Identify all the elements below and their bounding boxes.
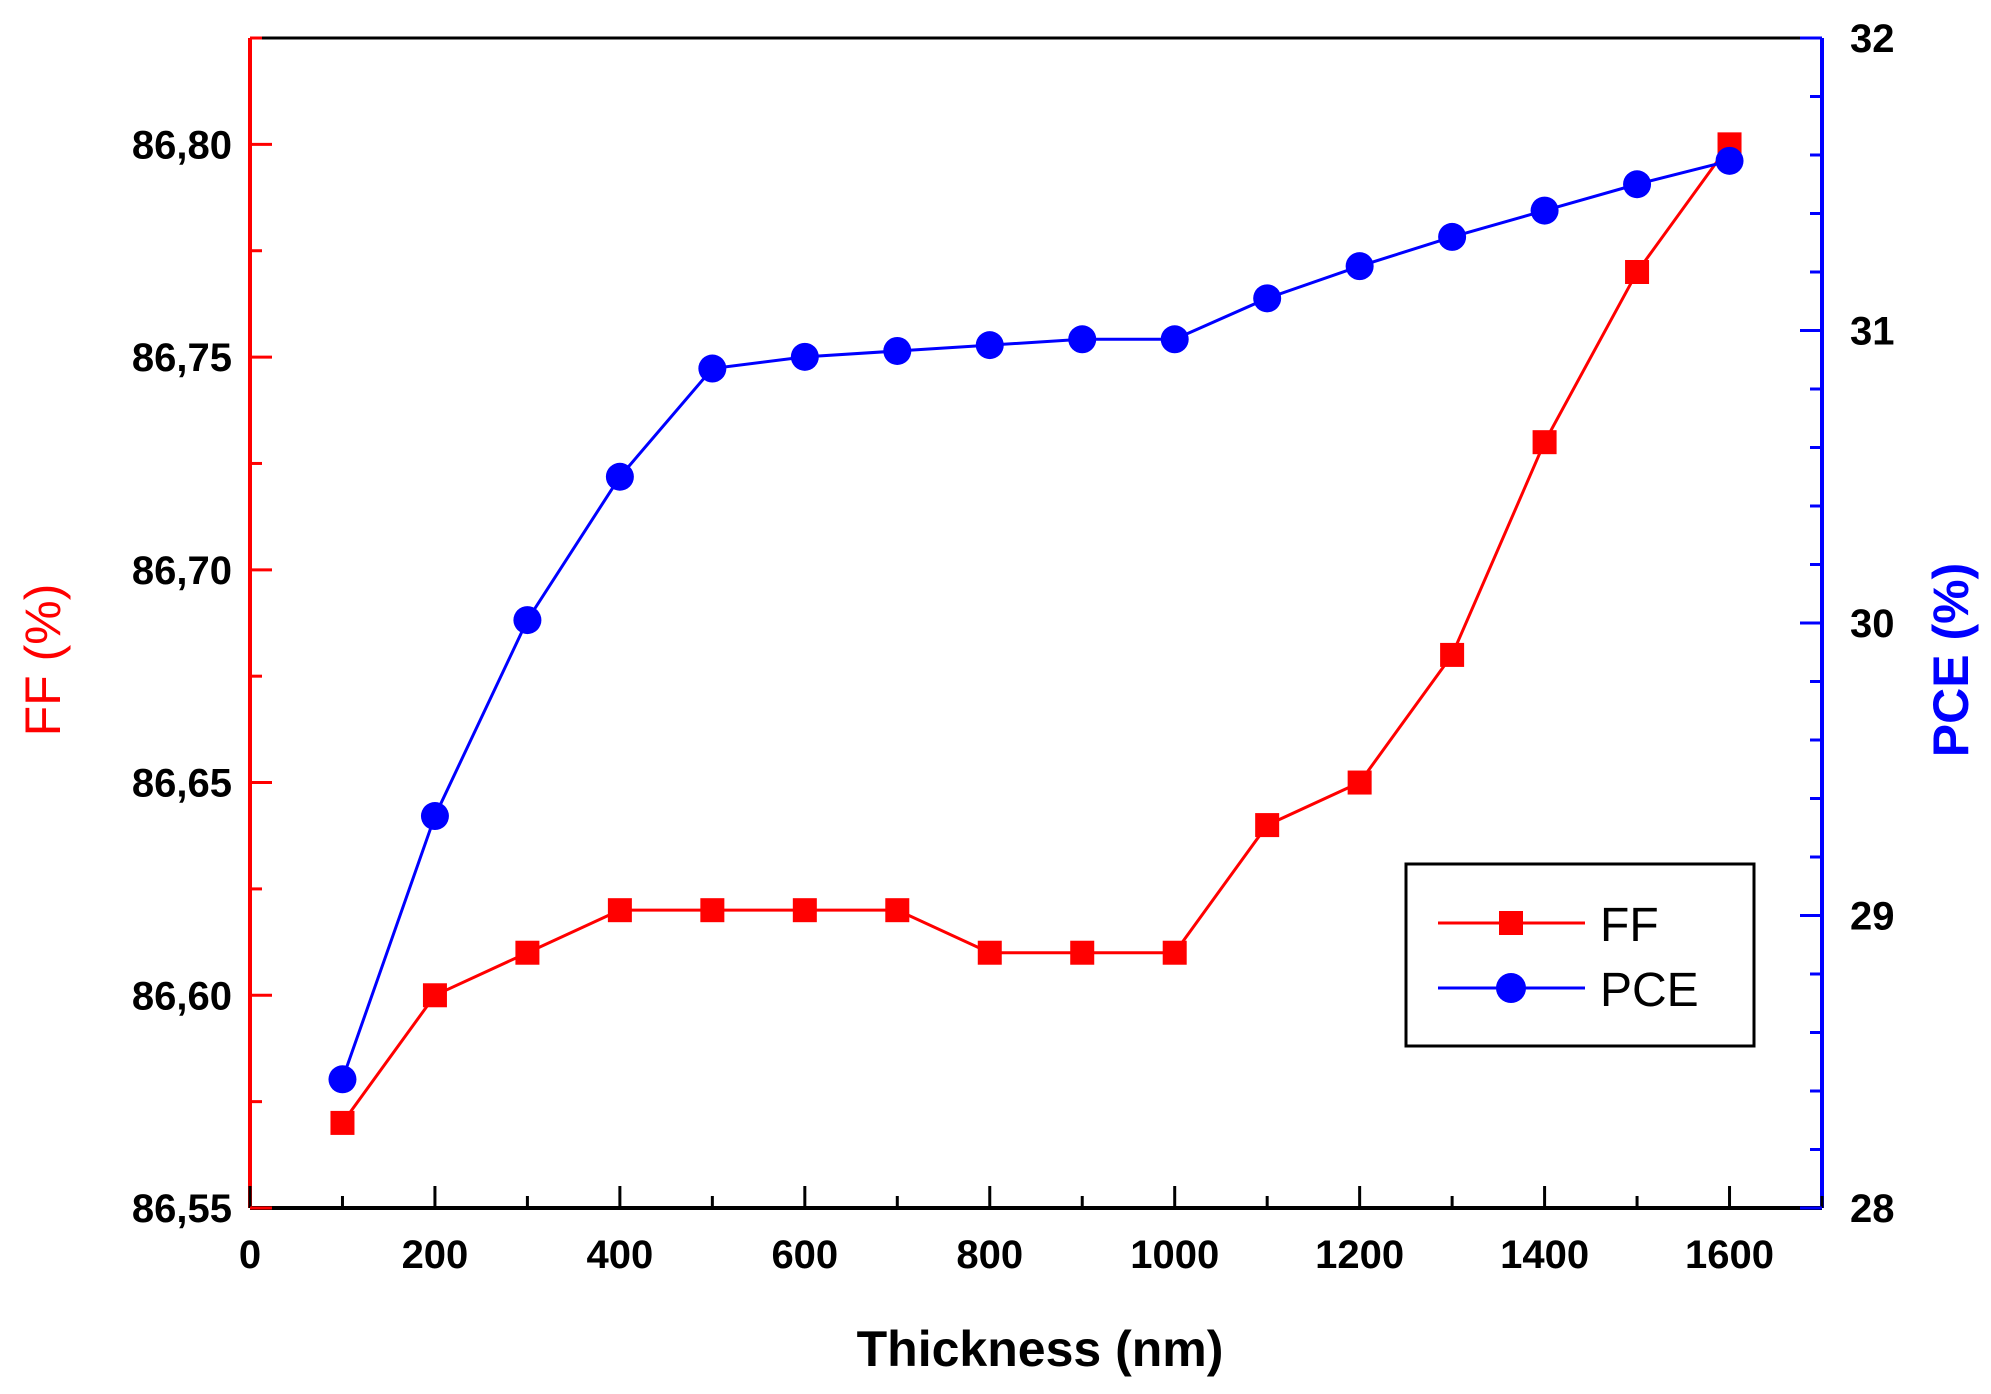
ff-data-point	[1070, 940, 1095, 965]
ff-data-point	[792, 898, 817, 923]
x-tick-label: 1200	[1315, 1233, 1404, 1277]
pce-data-point	[513, 606, 542, 635]
pce-data-point	[1530, 196, 1559, 225]
ff-data-point	[607, 898, 632, 923]
y-left-tick-label: 86,70	[132, 549, 232, 593]
ff-data-point	[1162, 940, 1187, 965]
y-left-tick-label: 86,75	[132, 336, 232, 380]
ff-data-point	[1440, 642, 1465, 667]
pce-data-point	[1160, 325, 1189, 354]
ff-data-point	[422, 983, 447, 1008]
y-right-tick-label: 30	[1850, 602, 1895, 646]
x-tick-label: 1400	[1500, 1233, 1589, 1277]
legend-ff-marker	[1499, 911, 1523, 935]
x-axis: 0 200 400 600 800 1000 1200 1400 1600	[239, 1186, 1824, 1277]
legend-box	[1404, 862, 1756, 1048]
x-tick-label: 200	[402, 1233, 469, 1277]
y-left-axis-title: FF (%)	[15, 584, 71, 737]
ff-series-line	[341, 143, 1731, 1124]
y-left-tick-label: 86,55	[132, 1187, 232, 1231]
pce-data-point	[1345, 252, 1374, 281]
x-tick-label: 400	[587, 1233, 654, 1277]
ff-data-point	[1347, 770, 1372, 795]
pce-data-point	[1253, 284, 1282, 313]
pce-data-point	[1438, 222, 1467, 251]
x-tick-label: 1000	[1130, 1233, 1219, 1277]
y-right-axis-title: PCE (%)	[1923, 563, 1979, 757]
ff-data-point	[515, 940, 540, 965]
y-right-tick-label: 31	[1850, 310, 1895, 354]
ff-data-point	[700, 898, 725, 923]
ff-data-point	[1255, 813, 1280, 838]
x-tick-label: 0	[239, 1233, 261, 1277]
y-left-tick-label: 86,60	[132, 974, 232, 1018]
x-tick-label: 1600	[1685, 1233, 1774, 1277]
x-tick-label: 800	[956, 1233, 1023, 1277]
legend-pce-label: PCE	[1600, 964, 1699, 1017]
pce-data-point	[1715, 146, 1744, 175]
y-left-tick-label: 86,65	[132, 762, 232, 806]
pce-data-point	[605, 462, 634, 491]
y-right-axis: 28 29 30 31 32	[1800, 17, 1895, 1231]
y-right-tick-label: 29	[1850, 895, 1895, 939]
pce-data-point	[420, 802, 449, 831]
ff-data-point	[885, 898, 910, 923]
pce-data-point	[790, 342, 819, 371]
x-axis-title: Thickness (nm)	[857, 1321, 1224, 1377]
x-tick-label: 600	[771, 1233, 838, 1277]
legend-ff-label: FF	[1600, 899, 1659, 952]
pce-series-line	[341, 159, 1730, 1080]
y-left-axis: 86,55 86,60 86,65 86,70 86,75 86,80	[132, 36, 272, 1231]
ff-data-point	[1532, 430, 1557, 455]
ff-data-point	[330, 1110, 355, 1135]
pce-data-point	[698, 354, 727, 383]
legend-pce-marker	[1496, 973, 1526, 1003]
pce-data-point	[883, 336, 912, 365]
pce-data-point	[1623, 170, 1652, 199]
pce-data-point	[1068, 325, 1097, 354]
y-left-tick-label: 86,80	[132, 123, 232, 167]
ff-data-point	[1625, 260, 1650, 284]
legend: FF PCE	[1404, 862, 1756, 1048]
series-layer	[328, 132, 1744, 1135]
ff-data-point	[977, 940, 1002, 965]
y-right-tick-label: 28	[1850, 1187, 1895, 1231]
pce-data-point	[328, 1065, 357, 1094]
pce-data-point	[975, 331, 1004, 360]
y-right-tick-label: 32	[1850, 17, 1895, 61]
